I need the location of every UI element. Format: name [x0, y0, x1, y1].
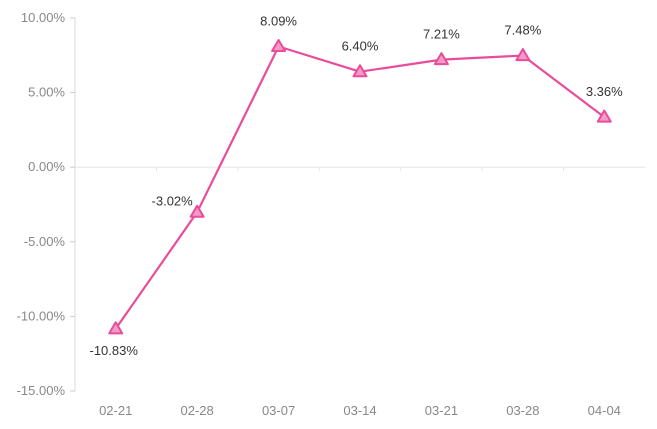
x-tick-label: 03-28	[506, 403, 539, 418]
data-label: 6.40%	[342, 39, 379, 54]
data-label: 7.21%	[423, 27, 460, 42]
data-point-marker	[352, 64, 368, 78]
data-label: 7.48%	[504, 23, 541, 38]
y-tick-label: -5.00%	[24, 234, 66, 249]
x-tick-label: 04-04	[588, 403, 621, 418]
data-labels: -10.83% -3.02% 8.09% 6.40% 7.21% 7.48% 3.36%	[90, 13, 624, 357]
y-tick-label: 0.00%	[28, 159, 65, 174]
data-label: 3.36%	[586, 84, 623, 99]
data-point-marker	[189, 204, 205, 218]
series-line	[114, 45, 605, 330]
data-label: 8.09%	[260, 13, 297, 28]
x-tick-label: 02-28	[181, 403, 214, 418]
x-axis-ticks: 02-21 02-28 03-07 03-14 03-21 03-28 04-04	[99, 403, 621, 418]
y-tick-label: -15.00%	[17, 383, 66, 398]
data-point-marker	[515, 48, 531, 62]
x-tick-label: 03-14	[343, 403, 376, 418]
y-tick-label: 5.00%	[28, 85, 65, 100]
y-tick-label: 10.00%	[21, 10, 66, 25]
x-tick-label: 02-21	[99, 403, 132, 418]
data-label: -10.83%	[90, 343, 139, 358]
data-label: -3.02%	[152, 193, 194, 208]
x-tick-label: 03-07	[262, 403, 295, 418]
axes	[74, 18, 645, 391]
data-point-marker	[433, 52, 449, 66]
x-tick-label: 03-21	[425, 403, 458, 418]
series-group	[108, 38, 612, 335]
y-axis-ticks: 10.00% 5.00% 0.00% -5.00% -10.00% -15.00%	[17, 10, 75, 398]
data-point-marker	[108, 321, 124, 335]
data-point-marker	[596, 109, 612, 123]
y-tick-label: -10.00%	[17, 308, 66, 323]
data-point-marker	[271, 38, 287, 53]
